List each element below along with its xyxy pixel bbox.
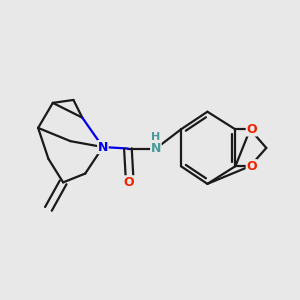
Text: H: H: [151, 132, 160, 142]
Text: N: N: [151, 142, 161, 155]
Text: N: N: [98, 141, 108, 154]
Text: O: O: [123, 176, 134, 189]
Text: O: O: [246, 123, 257, 136]
Text: O: O: [246, 160, 257, 173]
